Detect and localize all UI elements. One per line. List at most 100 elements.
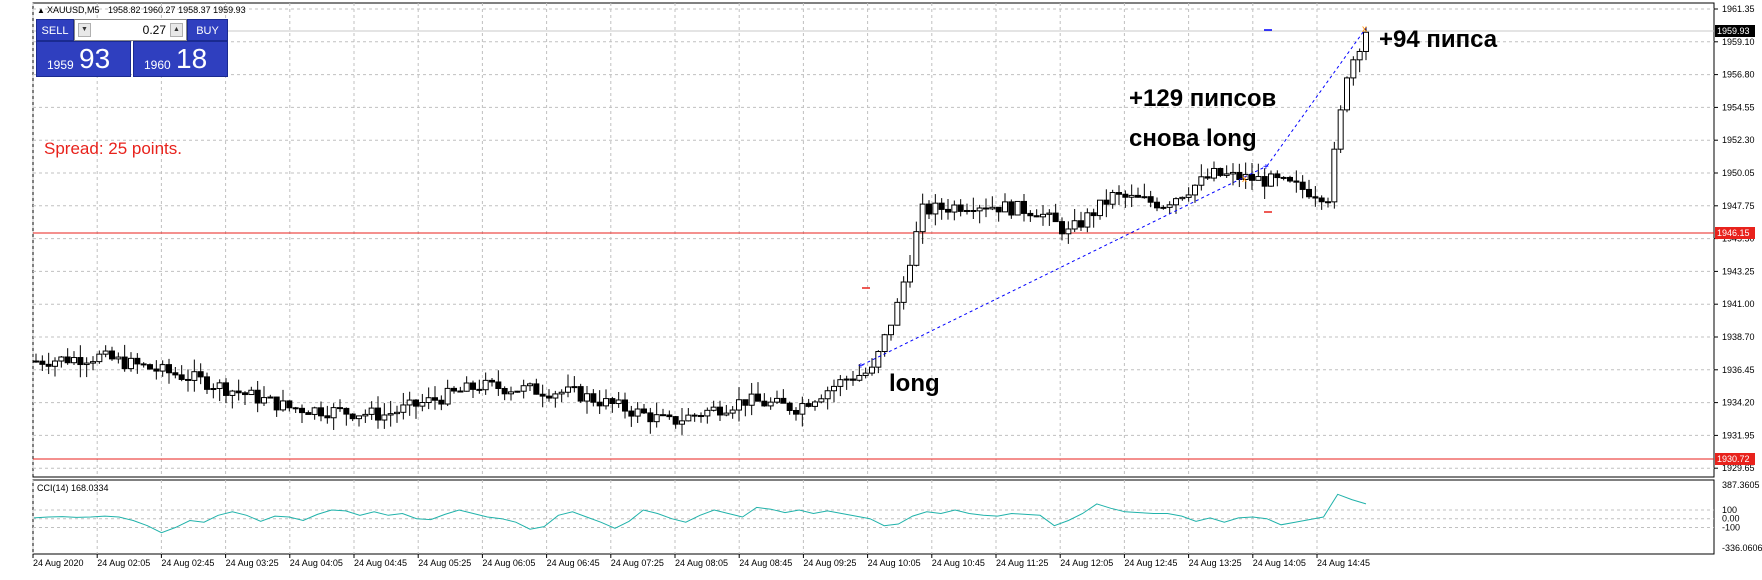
- time-axis[interactable]: 24 Aug 2020 24 Aug 02:05 24 Aug 02:45 24 Au…: [32, 554, 1370, 568]
- price-axis[interactable]: 1961.35 1959.10 1956.80 1954.55 1952.30 1950.…: [1714, 4, 1755, 473]
- candle-body: [1192, 184, 1198, 196]
- candle-body: [1318, 197, 1325, 203]
- time-tick-label: 24 Aug 02:05: [97, 558, 150, 568]
- candle-body: [1230, 171, 1236, 175]
- candle-body: [964, 209, 970, 212]
- price-tick-label: 1941.00: [1722, 299, 1755, 309]
- candle-body: [1027, 212, 1034, 217]
- candle-body: [134, 357, 141, 365]
- candle-body: [311, 407, 318, 415]
- cci-tick-label: 0.00: [1722, 514, 1740, 524]
- candle-body: [286, 400, 293, 409]
- candle-body: [444, 387, 451, 405]
- candle-body: [451, 387, 457, 392]
- candle-body: [1274, 173, 1281, 179]
- price-tick-label: 1950.05: [1722, 168, 1755, 178]
- candle-body: [698, 415, 704, 418]
- candle-body: [736, 399, 742, 411]
- triangle-up-icon[interactable]: ▲: [170, 23, 183, 37]
- candle-body: [1344, 77, 1350, 111]
- candle-body: [140, 363, 147, 366]
- cci-grid: [32, 480, 1714, 554]
- candle-body: [989, 206, 996, 210]
- candle-body: [1002, 201, 1008, 213]
- ask-base: 1960: [144, 58, 171, 72]
- candle-body: [824, 390, 831, 400]
- cci-tick-label: 387.3605: [1722, 480, 1760, 490]
- candle-body: [267, 396, 274, 399]
- candle-body: [653, 414, 660, 423]
- candle-body: [1090, 212, 1097, 217]
- candle-body: [552, 393, 559, 399]
- candle-body: [463, 382, 470, 392]
- candle-body: [1021, 200, 1027, 214]
- candle-body: [508, 391, 514, 395]
- candle-body: [793, 409, 799, 415]
- candle-body: [584, 393, 590, 402]
- triangle-down-icon[interactable]: ▼: [78, 23, 91, 37]
- candle-body: [641, 408, 647, 414]
- candle-body: [900, 281, 907, 303]
- candle-body: [767, 401, 774, 407]
- lot-size-field[interactable]: ▼ 0.27 ▲: [74, 19, 187, 41]
- ask-quote-button[interactable]: 1960 18: [133, 41, 228, 77]
- candle-body: [843, 378, 850, 381]
- candle-body: [761, 400, 768, 407]
- time-tick-label: 24 Aug 08:45: [739, 558, 792, 568]
- price-tick-label: 1956.80: [1722, 70, 1755, 80]
- candle-body: [1185, 194, 1192, 198]
- candle-body: [1084, 212, 1091, 228]
- candle-body: [394, 411, 400, 415]
- bid-quote-button[interactable]: 1959 93: [36, 41, 131, 77]
- one-click-trading-panel: SELL ▼ 0.27 ▲ BUY 1959 93 1960 18: [36, 19, 228, 77]
- candle-body: [172, 372, 179, 376]
- time-tick-label: 24 Aug 13:25: [1189, 558, 1242, 568]
- candle-body: [229, 390, 236, 396]
- candle-body: [381, 414, 388, 421]
- candle-body: [717, 406, 723, 416]
- candle-body: [945, 208, 951, 213]
- candle-body: [292, 407, 299, 410]
- candle-body: [83, 362, 90, 366]
- candle-body: [729, 409, 736, 414]
- candle-body: [957, 204, 964, 212]
- candle-body: [90, 361, 96, 364]
- candle-body: [1280, 176, 1287, 179]
- candle-body: [1046, 212, 1053, 215]
- candle-body: [489, 379, 495, 383]
- sell-button[interactable]: SELL: [36, 19, 74, 41]
- spread-label: Spread: 25 points.: [44, 139, 182, 158]
- candle-body: [691, 414, 698, 417]
- chart-ohlc: 1958.82 1960.27 1958.37 1959.93: [108, 5, 246, 15]
- cci-label: CCI(14) 168.0334: [37, 483, 109, 493]
- candle-body: [457, 390, 464, 393]
- candle-body: [995, 206, 1002, 213]
- buy-button[interactable]: BUY: [187, 19, 228, 41]
- candle-body: [1204, 176, 1211, 179]
- candle-body: [115, 356, 122, 360]
- cci-tick-label: -336.0606: [1722, 543, 1762, 553]
- candle-body: [121, 356, 128, 370]
- lot-size-value[interactable]: 0.27: [142, 23, 166, 37]
- candle-body: [1065, 228, 1072, 235]
- candle-body: [368, 407, 375, 415]
- price-tick-label: 1931.95: [1722, 430, 1755, 440]
- candle-body: [660, 414, 666, 417]
- price-tick-label: 1943.25: [1722, 266, 1755, 276]
- candle-body: [1261, 176, 1268, 187]
- candle-body: [881, 334, 888, 353]
- candle-body: [590, 393, 597, 403]
- entry-marker-2: +: [1263, 162, 1269, 173]
- candle-body: [1008, 201, 1015, 216]
- annotation-pips-94: +94 пипса: [1379, 26, 1498, 53]
- candle-body: [831, 385, 837, 392]
- candle-body: [710, 406, 717, 411]
- candle-body: [210, 388, 217, 391]
- candle-body: [1135, 194, 1141, 198]
- cci-line: [33, 493, 1367, 534]
- candle-body: [533, 383, 540, 395]
- price-tick-label: 1934.20: [1722, 398, 1755, 408]
- candle-body: [1154, 201, 1160, 209]
